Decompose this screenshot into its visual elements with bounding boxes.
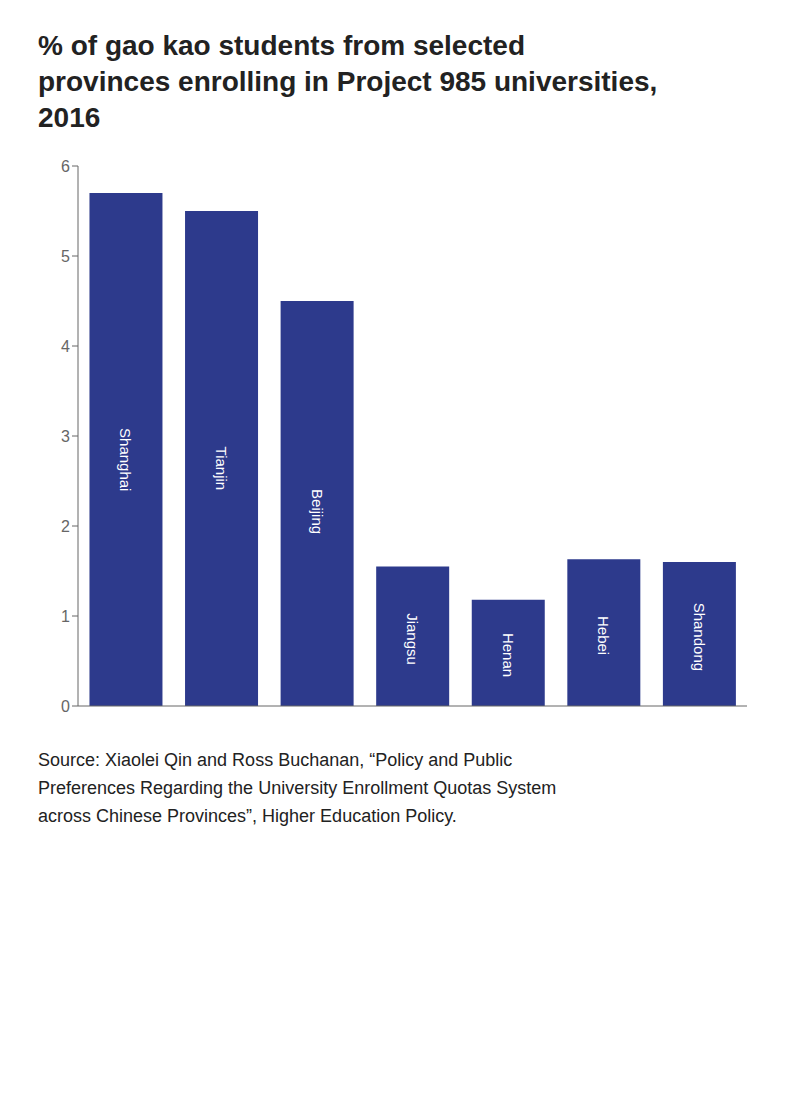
html-text:% of gao kao students from sel: % of gao kao students from selected prov… [38,30,658,133]
svg-text:1: 1 [61,608,70,625]
svg-text:0: 0 [61,698,70,715]
svg-text:Henan: Henan [500,633,517,677]
svg-text:4: 4 [61,338,70,355]
svg-text:6: 6 [61,158,70,175]
svg-text:Tianjin: Tianjin [213,447,230,491]
svg-text:3: 3 [61,428,70,445]
svg-text:5: 5 [61,248,70,265]
svg-text:Hebei: Hebei [595,616,612,655]
svg-text:Shanghai: Shanghai [117,428,134,491]
svg-text:2: 2 [61,518,70,535]
html-text:Source: Xiaolei Qin and Ross B: Source: Xiaolei Qin and Ross Buchanan, “… [38,750,557,826]
svg-text:Jiangsu: Jiangsu [404,613,421,665]
svg-text:Beijing: Beijing [309,489,326,534]
svg-text:Shandong: Shandong [691,603,708,671]
